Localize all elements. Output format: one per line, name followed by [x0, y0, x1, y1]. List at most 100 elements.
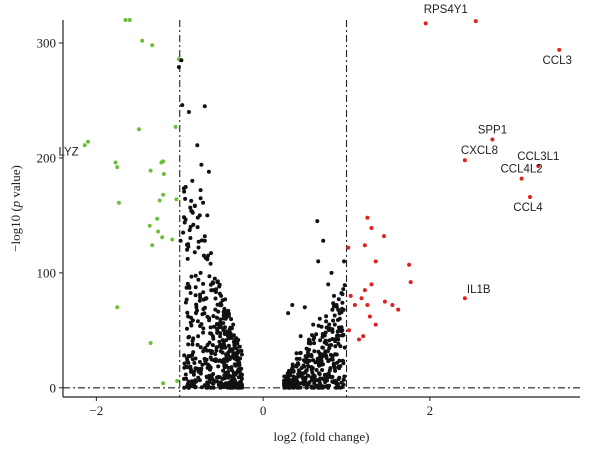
neutral-gene-point: [218, 303, 223, 308]
neutral-gene-point: [194, 302, 199, 307]
up-gene-point: [357, 337, 361, 342]
up-gene-point: [382, 234, 386, 239]
neutral-gene-point: [335, 318, 340, 322]
down-gene-point: [140, 38, 145, 43]
neutral-gene-point: [331, 380, 336, 384]
neutral-gene-point: [213, 307, 218, 312]
neutral-gene-point: [202, 234, 207, 239]
neutral-gene-point: [196, 375, 201, 380]
neutral-gene-point: [329, 270, 334, 275]
neutral-gene-point: [336, 329, 341, 334]
neutral-gene-point: [333, 368, 338, 373]
down-gene-point: [123, 18, 128, 22]
neutral-gene-point: [222, 362, 227, 367]
neutral-gene-point: [296, 368, 301, 373]
neutral-gene-point: [186, 342, 191, 347]
neutral-gene-point: [214, 348, 219, 353]
down-gene-point: [160, 235, 165, 240]
y-axis-title-suffix: value): [8, 165, 23, 201]
neutral-gene-point: [196, 245, 201, 250]
neutral-gene-point: [315, 358, 320, 363]
y-tick-label: 200: [37, 150, 57, 165]
neutral-gene-point: [215, 279, 220, 284]
neutral-gene-point: [196, 239, 201, 244]
neutral-gene-point: [342, 259, 346, 264]
neutral-gene-point: [216, 309, 221, 314]
neutral-gene-point: [178, 238, 183, 243]
neutral-gene-point: [234, 382, 239, 387]
neutral-gene-point: [203, 359, 208, 364]
up-gene-point: [361, 334, 366, 339]
neutral-gene-point: [235, 357, 240, 362]
x-tick-label: −2: [89, 403, 103, 418]
neutral-gene-point: [290, 366, 295, 371]
neutral-gene-point: [239, 352, 244, 357]
down-gene-point: [175, 378, 180, 383]
up-gene-point: [407, 262, 412, 267]
neutral-gene-point: [187, 228, 192, 233]
gene-label: CCL4: [513, 202, 543, 214]
neutral-gene-point: [221, 316, 226, 321]
neutral-gene-point: [318, 338, 323, 343]
neutral-gene-point: [336, 377, 341, 382]
neutral-gene-point: [188, 224, 193, 229]
neutral-gene-point: [290, 303, 295, 307]
up-gene-point: [369, 226, 374, 230]
neutral-gene-point: [186, 244, 191, 249]
neutral-gene-point: [228, 332, 233, 337]
down-gene-point: [86, 139, 90, 144]
neutral-gene-point: [323, 338, 328, 343]
neutral-gene-point: [198, 345, 203, 350]
up-gene-point: [473, 19, 478, 24]
neutral-gene-point: [312, 385, 317, 390]
neutral-gene-point: [210, 381, 215, 386]
neutral-gene-point: [330, 357, 335, 362]
down-gene-point: [115, 305, 120, 310]
neutral-gene-point: [336, 337, 341, 342]
neutral-gene-point: [231, 333, 236, 338]
down-gene-point: [150, 243, 155, 248]
neutral-gene-point: [332, 293, 336, 298]
neutral-gene-point: [218, 321, 222, 326]
neutral-gene-point: [207, 318, 212, 323]
neutral-gene-point: [207, 380, 212, 385]
neutral-gene-point: [310, 377, 315, 382]
neutral-gene-point: [220, 376, 225, 381]
up-gene-point: [352, 303, 357, 307]
down-gene-point: [157, 198, 162, 203]
x-axis-title: log2 (fold change): [273, 429, 369, 444]
axes: −2 0 2 0 100 200 300: [37, 20, 580, 418]
neutral-gene-point: [193, 385, 198, 389]
neutral-gene-point: [235, 341, 240, 346]
neutral-gene-point: [226, 343, 231, 348]
neutral-gene-point: [215, 379, 220, 384]
down-gene-point: [161, 172, 166, 176]
gene-label: CCL4L2: [500, 164, 542, 176]
neutral-gene-point: [187, 379, 191, 384]
up-gene-point: [369, 282, 374, 287]
neutral-gene-point: [182, 376, 186, 381]
data-points: [82, 18, 562, 390]
up-gene-point: [557, 47, 562, 52]
neutral-gene-point: [221, 309, 226, 314]
neutral-gene-point: [302, 364, 307, 369]
neutral-gene-point: [314, 332, 319, 337]
neutral-gene-point: [228, 349, 233, 353]
neutral-gene-point: [231, 322, 236, 327]
neutral-gene-point: [221, 345, 226, 350]
neutral-gene-point: [301, 371, 306, 376]
neutral-gene-point: [207, 274, 212, 279]
neutral-gene-point: [218, 331, 223, 336]
neutral-gene-point: [215, 375, 219, 380]
neutral-gene-point: [209, 251, 213, 256]
neutral-gene-point: [298, 334, 303, 339]
down-gene-point: [173, 124, 178, 129]
neutral-gene-point: [327, 343, 332, 348]
neutral-gene-point: [298, 351, 303, 356]
down-gene-point: [127, 18, 132, 22]
neutral-gene-point: [185, 310, 190, 315]
neutral-gene-point: [321, 376, 326, 381]
down-gene-point: [174, 197, 179, 202]
neutral-gene-point: [196, 277, 201, 282]
x-tick-label: 2: [427, 403, 434, 418]
